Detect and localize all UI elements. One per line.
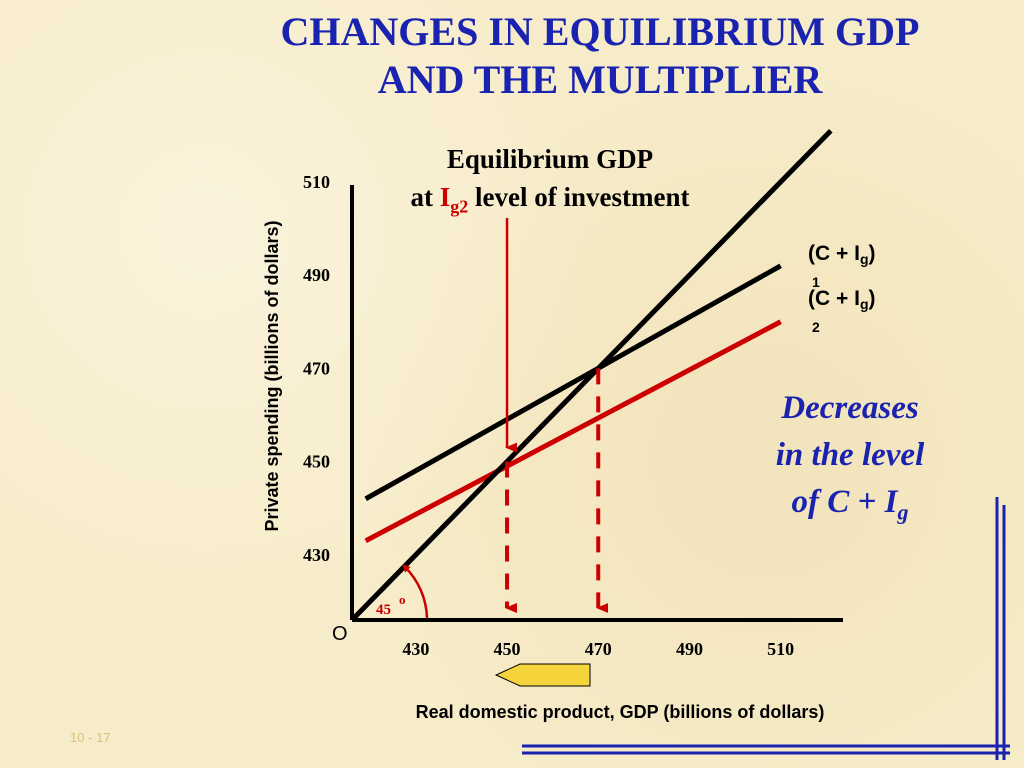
decrease-arrow-icon [494, 663, 591, 687]
investment-symbol-main: I [439, 182, 451, 212]
series-label-2-sub: g [859, 296, 869, 313]
investment-symbol: Ig2 [439, 182, 469, 216]
marks-layer [402, 218, 609, 619]
y-tick-label: 430 [303, 545, 330, 565]
y-tick-label: 490 [303, 265, 330, 285]
equilibrium-annotation-at: at [410, 182, 434, 212]
y-tick-label: 470 [303, 358, 330, 378]
equilibrium-annotation-line-2: at Ig2 level of investment [360, 178, 740, 225]
equilibrium-annotation-line-1: Equilibrium GDP [446, 144, 654, 174]
page-mark: 10 - 17 [70, 730, 111, 745]
series-label-1-sub: g [859, 251, 869, 268]
slide-title: CHANGES IN EQUILIBRIUM GDP AND THE MULTI… [220, 8, 980, 104]
decrease-note-line-2: in the level [775, 437, 925, 473]
series-label-1: (C + Ig) 1 [808, 242, 876, 290]
x-tick-label: 430 [402, 639, 429, 659]
series-label-2-index: 2 [812, 319, 820, 335]
equilibrium-annotation: Equilibrium GDP at Ig2 level of investme… [360, 140, 740, 225]
decrease-note-line-3: of C + Ig [750, 479, 950, 536]
x-tick-label: 490 [676, 639, 703, 659]
y-tick-label: 510 [303, 172, 330, 192]
x-tick-label: 450 [494, 639, 521, 659]
series-label-1-close: ) [868, 242, 876, 265]
decrease-note: Decreases in the level of C + Ig [750, 385, 950, 536]
x-tick-label: 470 [585, 639, 612, 659]
origin-label: O [332, 623, 348, 645]
y-tick-label: 450 [303, 452, 330, 472]
equilibrium-annotation-rest: level of investment [475, 182, 690, 212]
angle-degree: o [399, 592, 406, 607]
lines-layer [350, 128, 833, 622]
slide-title-line-2: AND THE MULTIPLIER [377, 57, 823, 102]
series-label-2: (C + Ig) 2 [808, 287, 876, 335]
series-line-3 [350, 128, 833, 622]
series-line-2 [364, 319, 782, 543]
decrease-note-sub: g [897, 499, 909, 525]
decrease-note-line-1: Decreases [781, 390, 919, 426]
labels-layer: 430 450 470 490 510 430 450 470 490 510 45 o [303, 172, 794, 659]
angle-arc [402, 564, 429, 619]
series-label-1-index: 1 [812, 274, 820, 290]
axes-layer [350, 185, 843, 622]
x-axis-label: Real domestic product, GDP (billions of … [415, 702, 825, 722]
series-line-1 [364, 263, 782, 502]
decrease-note-prefix: of C + I [791, 484, 898, 520]
series-label-2-text: (C + I [808, 287, 860, 310]
series-label-1-text: (C + I [808, 242, 860, 265]
series-label-2-close: ) [868, 287, 876, 310]
investment-symbol-sub: g2 [450, 196, 469, 217]
angle-label: 45 [376, 602, 391, 618]
x-tick-label: 510 [767, 639, 794, 659]
slide-title-line-1: CHANGES IN EQUILIBRIUM GDP [280, 9, 920, 54]
